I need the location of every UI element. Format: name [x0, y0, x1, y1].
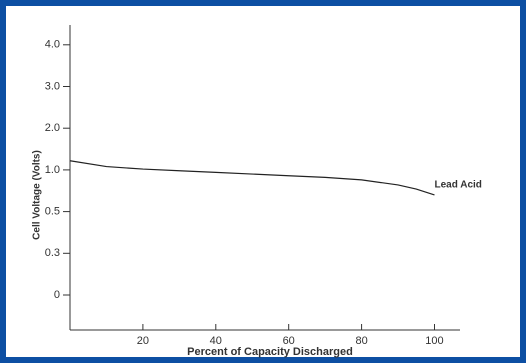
y-axis-title: Cell Voltage (Volts): [32, 150, 43, 240]
y-tick-label: 4.0: [45, 39, 60, 51]
y-tick-label: 1.0: [45, 164, 60, 176]
y-tick-label: 0.3: [45, 247, 60, 259]
x-axis-title: Percent of Capacity Discharged: [187, 346, 353, 358]
y-tick-label: 3.0: [45, 80, 60, 92]
line: [69, 160, 435, 196]
x-tick-label: 100: [425, 335, 443, 347]
series-label: Lead Acid: [434, 180, 481, 191]
y-tick-label: 2.0: [45, 122, 60, 134]
x-tick-label: 60: [283, 335, 295, 347]
y-tick-label: 0.5: [45, 206, 60, 218]
x-tick-label: 40: [210, 335, 222, 347]
x-tick-label: 80: [355, 335, 367, 347]
x-tick-label: 20: [137, 335, 149, 347]
y-tick-label: 0: [54, 289, 60, 301]
